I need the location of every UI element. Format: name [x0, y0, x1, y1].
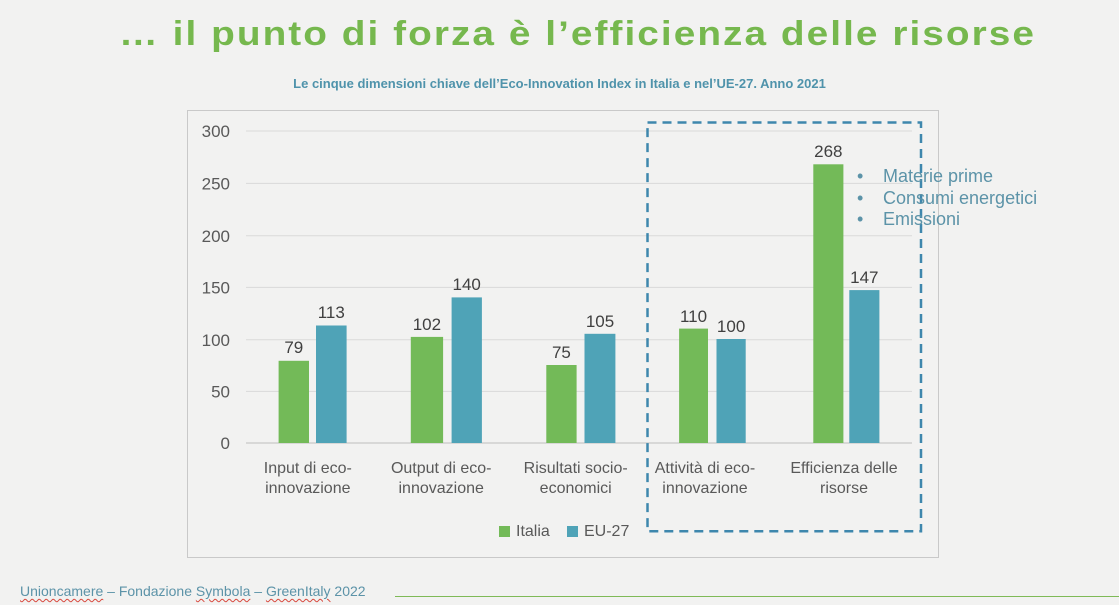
svg-text:150: 150: [202, 278, 230, 297]
svg-text:Italia: Italia: [516, 523, 550, 540]
svg-text:268: 268: [814, 142, 842, 161]
svg-text:innovazione: innovazione: [398, 480, 484, 497]
svg-text:140: 140: [453, 275, 481, 294]
svg-text:100: 100: [202, 331, 230, 350]
svg-text:0: 0: [221, 434, 230, 453]
svg-text:75: 75: [552, 343, 571, 362]
svg-text:110: 110: [680, 307, 707, 326]
svg-text:Risultati socio-: Risultati socio-: [524, 460, 628, 477]
svg-text:100: 100: [717, 317, 745, 336]
svg-text:250: 250: [202, 174, 230, 193]
svg-text:economici: economici: [540, 480, 612, 497]
svg-text:Output di eco-: Output di eco-: [391, 460, 492, 477]
svg-text:113: 113: [318, 303, 345, 322]
svg-text:105: 105: [586, 312, 614, 331]
svg-text:risorse: risorse: [820, 480, 868, 497]
svg-text:50: 50: [211, 382, 230, 401]
svg-text:Attività di eco-: Attività di eco-: [655, 460, 755, 477]
svg-text:300: 300: [202, 122, 230, 141]
svg-text:Input di eco-: Input di eco-: [264, 460, 352, 477]
svg-text:innovazione: innovazione: [662, 480, 748, 497]
svg-text:147: 147: [850, 268, 878, 287]
svg-text:102: 102: [413, 315, 441, 334]
svg-text:Efficienza delle: Efficienza delle: [790, 460, 897, 477]
svg-text:200: 200: [202, 227, 230, 246]
svg-text:79: 79: [284, 338, 303, 357]
svg-text:innovazione: innovazione: [265, 480, 351, 497]
svg-text:EU-27: EU-27: [584, 523, 629, 540]
